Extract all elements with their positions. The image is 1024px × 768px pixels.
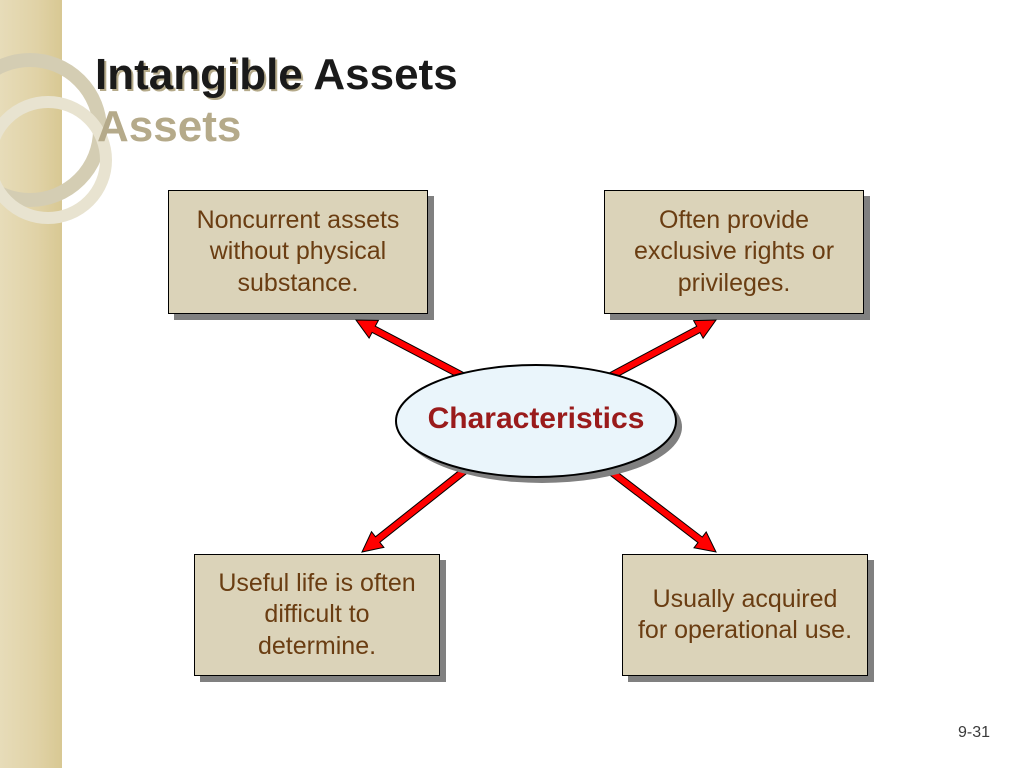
page-number: 9-31 — [958, 724, 990, 742]
characteristic-box-bottom_left: Useful life is often difficult to determ… — [194, 554, 440, 676]
side-decoration-band — [0, 0, 62, 768]
center-ellipse-label: Characteristics — [391, 402, 681, 436]
characteristic-box-top_left: Noncurrent assets without physical subst… — [168, 190, 428, 314]
slide-title: Intangible Assets Intangible Assets — [95, 50, 458, 100]
characteristic-box-top_right: Often provide exclusive rights or privil… — [604, 190, 864, 314]
slide-title-text: Intangible Assets — [95, 50, 458, 99]
characteristic-box-bottom_right: Usually acquired for operational use. — [622, 554, 868, 676]
center-ellipse: Characteristics — [391, 360, 687, 488]
